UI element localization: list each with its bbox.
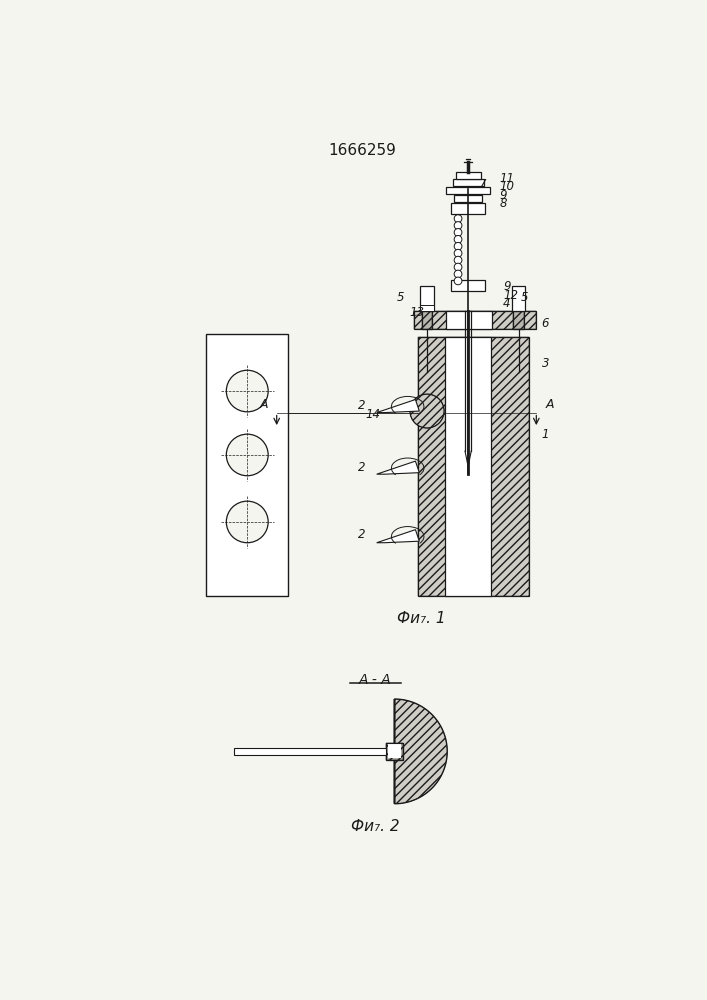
Circle shape bbox=[454, 222, 462, 229]
Circle shape bbox=[226, 501, 268, 543]
Circle shape bbox=[226, 434, 268, 476]
Text: Фи₇. 1: Фи₇. 1 bbox=[397, 611, 446, 626]
Bar bbox=[454, 195, 482, 202]
Text: 4: 4 bbox=[503, 297, 510, 310]
Bar bbox=[414, 311, 537, 329]
Text: 6: 6 bbox=[542, 317, 549, 330]
Text: 2: 2 bbox=[358, 528, 366, 541]
Bar bbox=[387, 744, 402, 758]
Polygon shape bbox=[377, 530, 419, 543]
Text: 11: 11 bbox=[499, 172, 514, 185]
Text: 10: 10 bbox=[499, 180, 514, 193]
Bar bbox=[206, 334, 288, 596]
Text: A: A bbox=[546, 398, 554, 411]
Bar bbox=[418, 337, 529, 596]
Bar bbox=[513, 311, 524, 329]
Bar bbox=[456, 172, 481, 179]
Circle shape bbox=[454, 229, 462, 236]
Bar bbox=[513, 311, 524, 329]
Bar bbox=[512, 286, 525, 311]
Circle shape bbox=[454, 235, 462, 243]
Bar bbox=[445, 337, 491, 596]
Circle shape bbox=[454, 263, 462, 271]
Bar bbox=[420, 286, 434, 311]
Polygon shape bbox=[377, 461, 419, 474]
Circle shape bbox=[454, 249, 462, 257]
Circle shape bbox=[454, 277, 462, 285]
Text: Фи₇. 2: Фи₇. 2 bbox=[351, 819, 399, 834]
Text: 2: 2 bbox=[358, 461, 366, 474]
Text: 2: 2 bbox=[358, 399, 366, 412]
Text: 3: 3 bbox=[542, 357, 549, 370]
Bar bbox=[451, 203, 485, 214]
Circle shape bbox=[410, 394, 444, 428]
Text: 9: 9 bbox=[499, 189, 507, 202]
Bar bbox=[452, 179, 484, 186]
Circle shape bbox=[454, 215, 462, 222]
Text: A: A bbox=[259, 398, 268, 411]
Circle shape bbox=[226, 370, 268, 412]
Polygon shape bbox=[377, 400, 419, 413]
Bar bbox=[445, 311, 492, 329]
Bar bbox=[418, 337, 529, 596]
Text: 5: 5 bbox=[521, 291, 528, 304]
Circle shape bbox=[454, 242, 462, 250]
Text: 1666259: 1666259 bbox=[328, 143, 396, 158]
Text: 13: 13 bbox=[409, 306, 424, 319]
Text: A - A: A - A bbox=[358, 673, 392, 687]
Circle shape bbox=[454, 270, 462, 278]
Bar bbox=[386, 743, 403, 760]
Circle shape bbox=[454, 256, 462, 264]
Bar bbox=[234, 748, 386, 755]
Text: 1: 1 bbox=[542, 428, 549, 441]
Bar bbox=[420, 305, 434, 311]
Text: 5: 5 bbox=[397, 291, 404, 304]
Polygon shape bbox=[395, 699, 448, 804]
Text: 8: 8 bbox=[499, 197, 507, 210]
Bar bbox=[414, 311, 537, 329]
Bar bbox=[421, 311, 433, 329]
Bar bbox=[451, 280, 485, 291]
Text: 12: 12 bbox=[503, 289, 518, 302]
Text: 14: 14 bbox=[366, 408, 381, 421]
Bar bbox=[421, 311, 433, 329]
Bar bbox=[446, 187, 490, 194]
Text: 7: 7 bbox=[479, 178, 486, 191]
Bar bbox=[386, 743, 403, 760]
Text: 9: 9 bbox=[503, 280, 510, 293]
Bar bbox=[386, 743, 403, 760]
